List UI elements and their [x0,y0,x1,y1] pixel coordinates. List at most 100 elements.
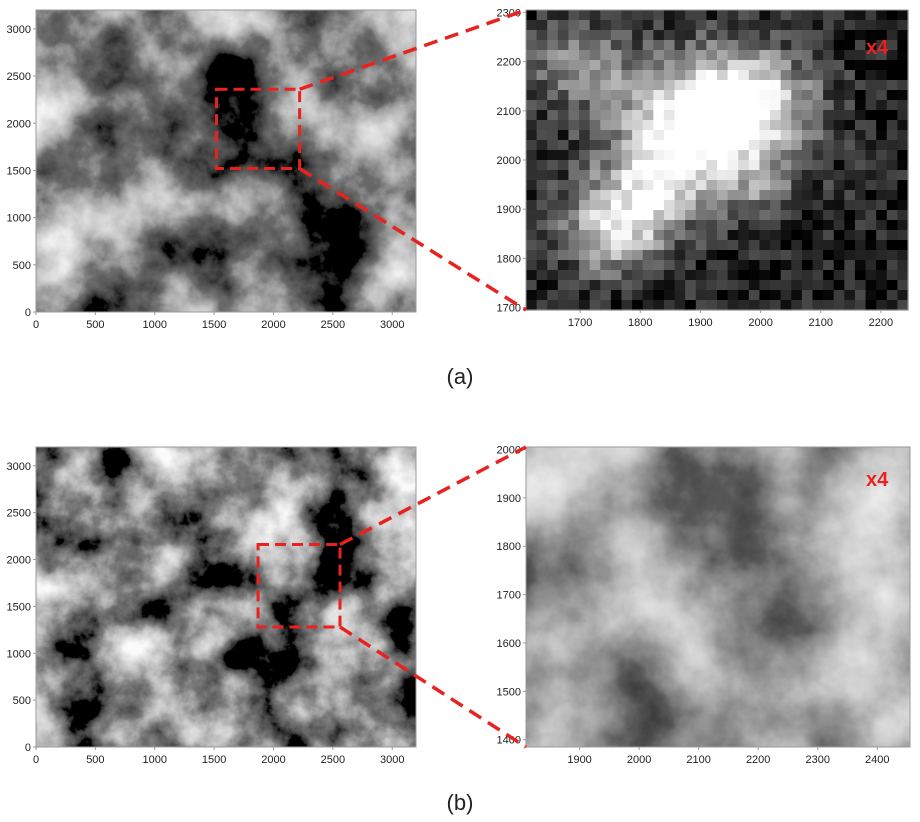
zoom-pixel [621,170,633,181]
zoom-pixel [547,220,559,231]
zoom-pixel [748,150,761,161]
zoom-pixel [568,70,580,81]
zoom-pixel [547,200,559,211]
zoom-pixel [579,100,591,111]
zoom-pixel [865,230,877,241]
zoom-pixel [706,140,718,151]
zoom-pixel [653,170,665,181]
zoom-pixel [727,170,739,181]
zoom-pixel [844,60,856,71]
zoom-pixel [759,270,771,281]
zoom-pixel [876,210,888,221]
zoom-pixel [833,80,845,91]
zoom-pixel [685,190,697,201]
zoom-pixel [780,110,792,121]
zoom-pixel [547,130,559,141]
zoom-pixel [706,250,718,261]
zoom-pixel [579,70,591,81]
zoom-pixel [547,100,559,111]
zoom-pixel [833,10,845,21]
zoom-pixel [844,30,856,41]
zoom-pixel [621,40,633,51]
zoom-pixel [685,290,697,301]
zoom-pixel [791,60,803,71]
zoom-pixel [801,20,814,31]
zoom-pixel [780,70,792,81]
zoom-pixel [823,50,835,61]
zoom-pixel [770,20,782,31]
zoom-pixel [695,80,707,91]
zoom-pixel [589,150,601,161]
zoom-pixel [759,30,771,41]
zoom-pixel [600,170,612,181]
zoom-pixel [653,260,665,271]
zoom-pixel [759,80,771,91]
overview-x-ticks-b: 0 500 1000 1500 2000 2500 3000 [33,747,404,766]
zoom-pixel [897,240,909,251]
zoom-pixel [801,290,814,301]
zoom-pixel [621,70,633,81]
zoom-pixel [695,210,707,221]
zoom-pixel [844,160,856,171]
zoom-pixel [621,230,633,241]
zoom-pixel [780,150,792,161]
zoom-pixel [674,270,686,281]
zoom-pixel [738,60,750,71]
zoom-pixel [547,210,559,221]
zoom-pixel [568,60,580,71]
zoom-pixel [812,280,824,291]
zoom-pixel [748,270,761,281]
zoom-pixel [876,20,888,31]
zoom-pixel [770,300,782,311]
zoom-pixel [812,100,824,111]
zoom-pixel [854,50,867,61]
zoom-pixel [780,210,792,221]
zoom-pixel [547,80,559,91]
zoom-pixel [610,110,623,121]
zoom-pixel [770,140,782,151]
zoom-pixel [823,260,835,271]
zoom-pixel [759,200,771,211]
zoom-pixel [812,110,824,121]
zoom-pixel [621,260,633,271]
zoom-pixel [557,170,570,181]
zoom-pixel [632,110,644,121]
zoom-pixel [801,70,814,81]
zoom-pixel [557,220,570,231]
zoom-pixel [547,150,559,161]
zoom-pixel [536,130,548,141]
zoom-pixel [833,270,845,281]
zoom-pixel [589,180,601,191]
zoom-pixel [886,80,898,91]
zoom-pixel [536,40,548,51]
x-tick-label: 2000 [261,319,285,331]
zoom-pixel [897,190,909,201]
zoom-pixel [865,220,877,231]
zoom-pixel [854,90,867,101]
zoom-pixel [812,140,824,151]
zoom-pixel [717,10,729,21]
zoom-pixel [557,150,570,161]
zoom-pixel [780,220,792,231]
connector-top-b [339,445,527,547]
zoom-pixel [526,90,538,101]
zoom-pixel [727,50,739,61]
zoom-pixel [865,290,877,301]
zoom-pixel [780,120,792,131]
zoom-pixel [589,130,601,141]
zoom-pixel [621,160,633,171]
zoom-pixel [685,80,697,91]
zoom-pixel [844,140,856,151]
zoom-pixel [526,230,538,241]
zoom-pixel [865,60,877,71]
zoom-pixel [589,50,601,61]
zoom-pixel [568,260,580,271]
zoom-pixel [621,80,633,91]
zoom-pixel [663,120,676,131]
zoom-y-ticks-a: 1700 1800 1900 2000 2100 2200 2300 [497,7,526,315]
zoom-pixel [791,80,803,91]
zoom-pixel [653,60,665,71]
zoom-pixel [770,110,782,121]
zoom-pixel [897,150,909,161]
zoom-pixel [610,30,623,41]
